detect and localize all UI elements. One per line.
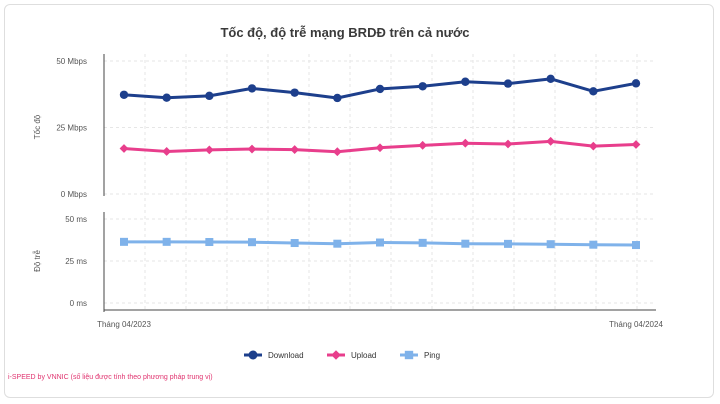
data-point-upload: [204, 145, 214, 155]
data-point-upload: [162, 147, 172, 156]
data-point-download: [162, 93, 171, 102]
data-point-upload: [631, 140, 641, 149]
data-point-ping: [120, 237, 128, 246]
data-point-download: [247, 84, 257, 93]
data-point-download: [418, 82, 427, 91]
data-point-upload: [546, 136, 556, 146]
data-point-upload: [332, 147, 342, 157]
data-point-ping: [546, 240, 555, 249]
x-tick-label: Tháng 04/2024: [609, 320, 663, 329]
data-point-download: [290, 88, 299, 97]
y-tick-label: 50 ms: [65, 215, 87, 224]
legend-label: Download: [268, 351, 304, 360]
y-tick-label: 0 ms: [70, 299, 87, 308]
legend-marker: [404, 350, 414, 360]
y-tick-label: 25 ms: [65, 257, 87, 266]
data-point-upload: [247, 144, 257, 154]
data-point-ping: [205, 238, 214, 247]
data-point-upload: [503, 139, 513, 149]
axes-layer: 0 Mbps 25 Mbps 50 Mbps Tốc độ 0 ms 25 ms 50 ms…: [33, 54, 663, 329]
data-point-upload: [119, 144, 129, 153]
data-point-upload: [290, 145, 300, 154]
legend-item-upload[interactable]: Upload: [327, 350, 376, 360]
x-tick-label: Tháng 04/2023: [97, 320, 151, 329]
legend-marker: [331, 350, 341, 360]
data-point-download: [119, 90, 129, 99]
data-point-download: [503, 79, 513, 88]
data-point-ping: [504, 239, 512, 248]
data-point-download: [631, 79, 641, 88]
data-point-upload: [418, 140, 428, 150]
legend[interactable]: Download Upload Ping: [244, 350, 440, 360]
data-point-upload: [460, 138, 470, 148]
data-point-download: [546, 74, 555, 84]
data-point-download: [589, 87, 598, 96]
legend-label: Upload: [351, 351, 376, 360]
y-tick-label: 0 Mbps: [61, 190, 87, 199]
data-point-ping: [248, 238, 256, 247]
legend-marker: [248, 350, 258, 360]
y-tick-label: 25 Mbps: [56, 124, 87, 133]
legend-label: Ping: [424, 351, 440, 360]
data-point-download: [375, 84, 385, 94]
series-layer: [119, 74, 641, 250]
data-point-ping: [418, 238, 427, 247]
data-point-ping: [376, 238, 384, 247]
data-point-ping: [632, 241, 640, 250]
y-axis-title: Độ trễ: [33, 250, 42, 272]
data-point-ping: [290, 239, 299, 248]
legend-item-download[interactable]: Download: [244, 350, 304, 361]
data-point-ping: [461, 239, 470, 248]
y-tick-label: 50 Mbps: [56, 57, 87, 66]
data-point-ping: [162, 237, 171, 246]
legend-item-ping[interactable]: Ping: [400, 350, 440, 360]
data-point-upload: [375, 143, 385, 153]
y-axis-title: Tốc độ: [33, 114, 42, 139]
footnote: i-SPEED by VNNIC (số liệu được tính theo…: [8, 372, 213, 381]
data-point-download: [461, 77, 470, 86]
chart-title: Tốc độ, độ trễ mạng BRDĐ trên cả nước: [220, 25, 469, 40]
data-point-download: [333, 93, 342, 103]
data-point-download: [205, 91, 214, 101]
data-point-ping: [333, 239, 342, 248]
data-point-ping: [589, 240, 598, 249]
data-point-upload: [588, 141, 598, 151]
